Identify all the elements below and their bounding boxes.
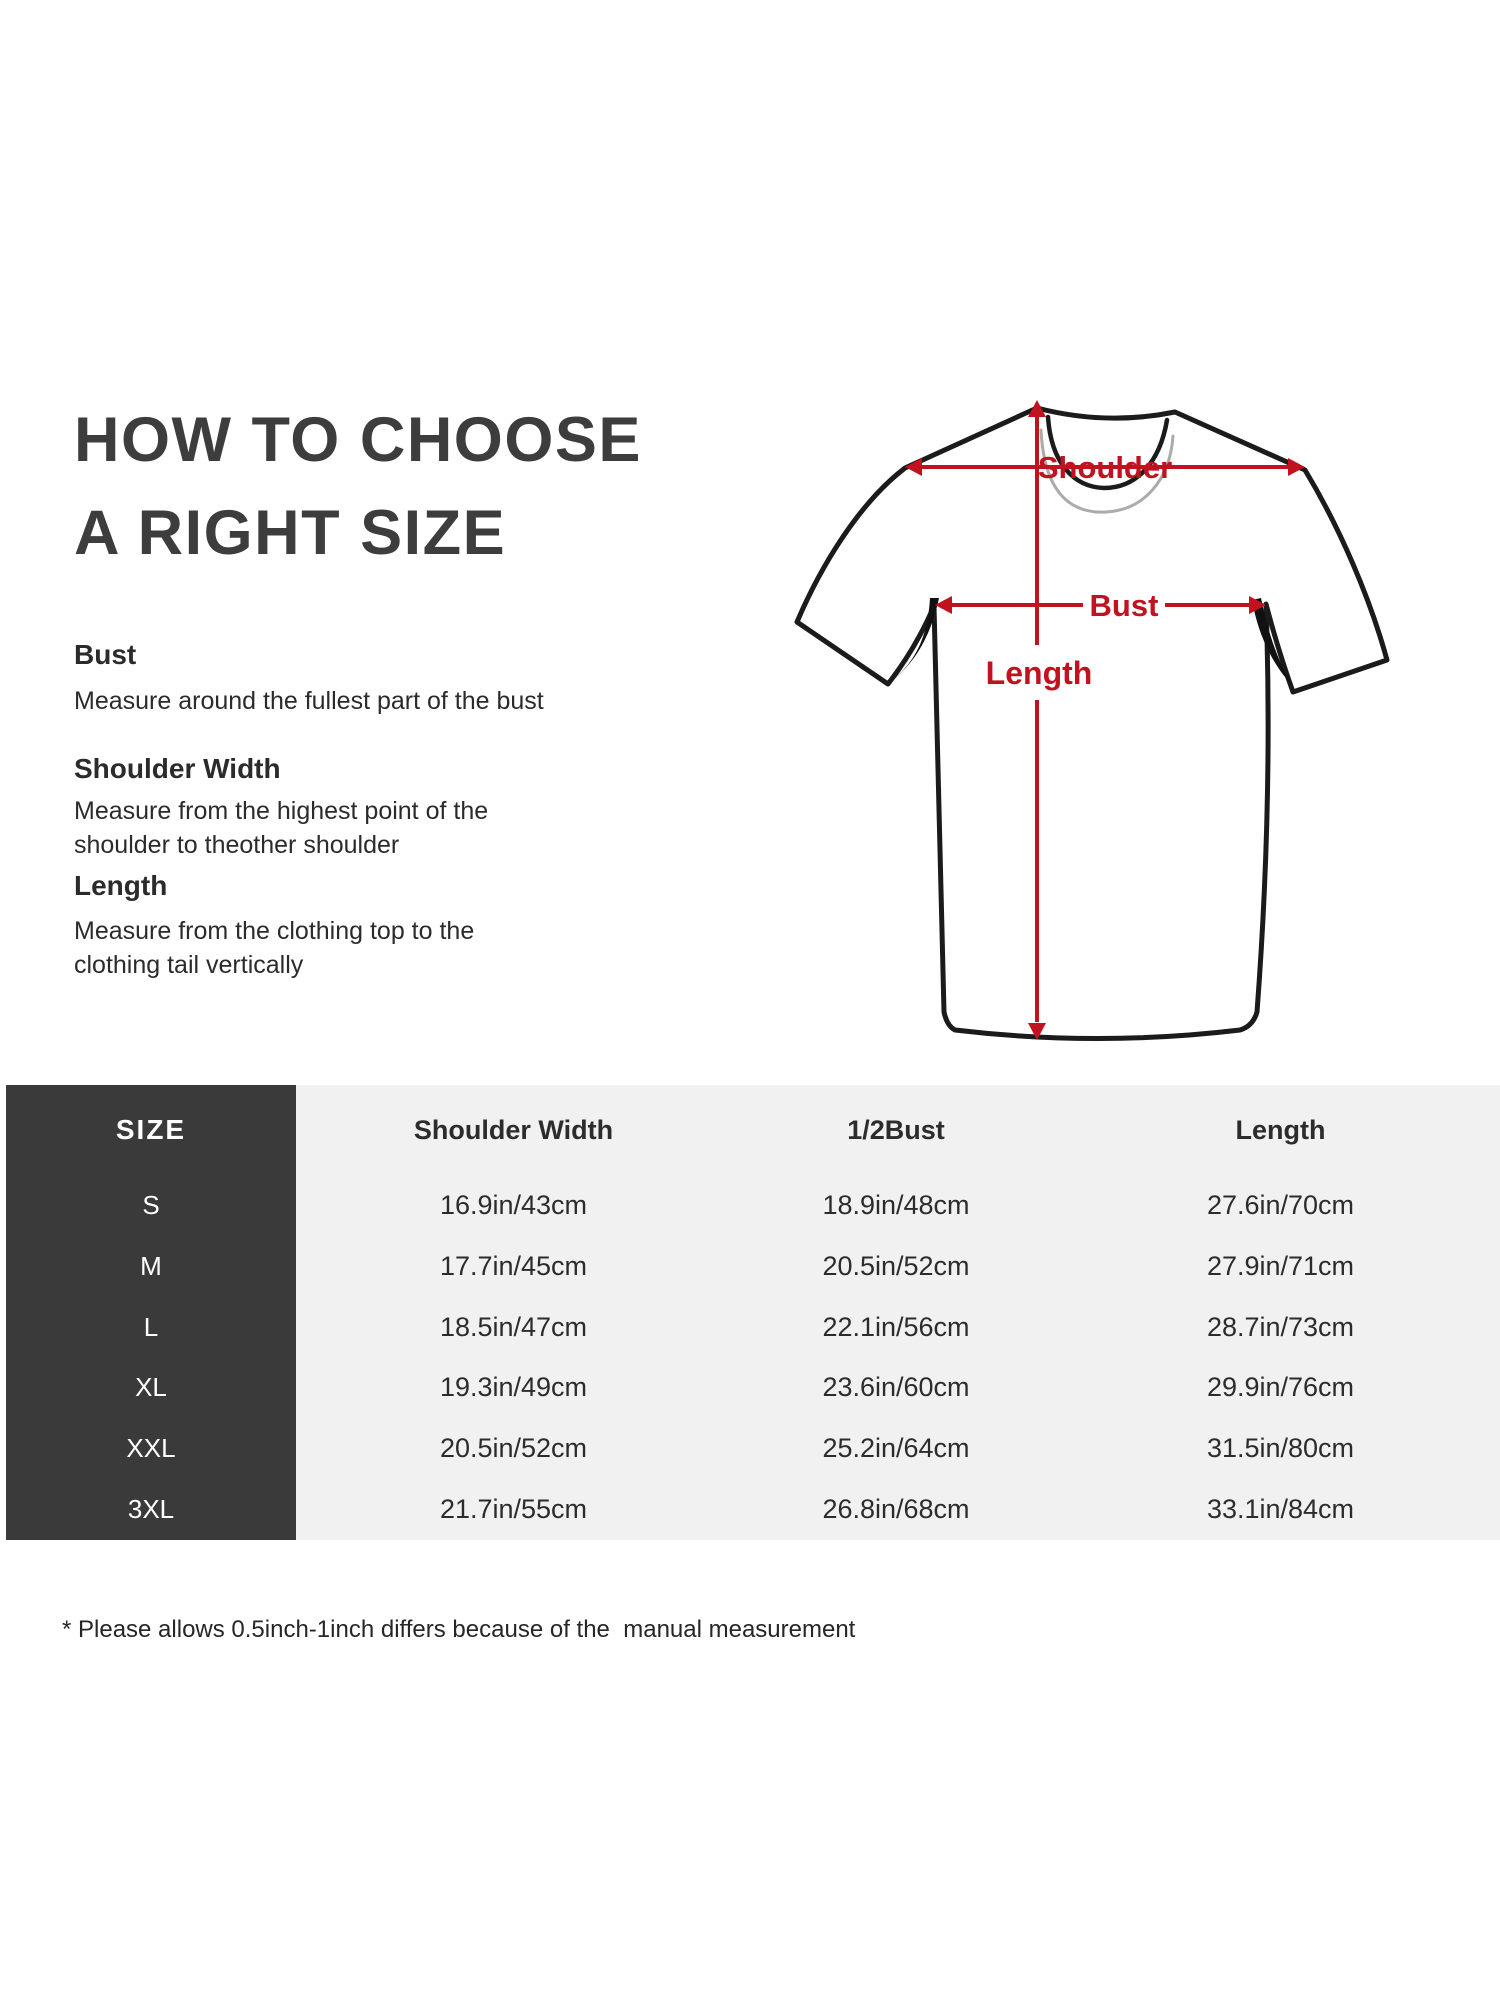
left-armpit-shade	[889, 598, 939, 683]
size-label-xxl: XXL	[126, 1433, 176, 1464]
column-header-shoulder-width: Shoulder Width	[413, 1114, 614, 1145]
size-label-xl: XL	[135, 1372, 167, 1403]
page-title-line2: A RIGHT SIZE	[74, 498, 507, 568]
cell-m-bust: 20.5in/52cm	[822, 1250, 970, 1281]
bust-description-line1: Measure around the fullest part of the b…	[74, 687, 544, 715]
length-heading: Length	[74, 870, 168, 901]
shoulder-arrowhead-right	[1288, 458, 1305, 476]
bust-description: Measure around the fullest part of the b…	[74, 684, 544, 718]
cell-xxl-shoulder: 20.5in/52cm	[439, 1433, 588, 1464]
size-label-l: L	[143, 1311, 159, 1342]
bust-arrowhead-left	[935, 596, 952, 614]
cell-xxl-length: 31.5in/80cm	[1206, 1433, 1355, 1464]
collar-inner-line	[1045, 414, 1170, 491]
bust-arrow	[935, 596, 1266, 614]
shoulder-arrow	[905, 458, 1305, 476]
column-header-half-bust: 1/2Bust	[847, 1114, 945, 1145]
length-arrowhead-bottom	[1028, 1023, 1046, 1040]
shoulder-label: Shoulder	[1038, 450, 1172, 485]
cell-3xl-bust: 26.8in/68cm	[822, 1494, 970, 1525]
cell-xxl-bust: 25.2in/64cm	[822, 1433, 970, 1464]
shoulder-width-description-line1: Measure from the highest point of the	[74, 797, 489, 825]
page-title: HOW TO CHOOSE A RIGHT SIZE	[74, 394, 642, 580]
cell-m-shoulder: 17.7in/45cm	[439, 1250, 588, 1281]
cell-l-length: 28.7in/73cm	[1206, 1311, 1355, 1342]
length-label: Length	[986, 655, 1093, 691]
size-column: SIZE S M L XL XXL 3XL	[6, 1085, 296, 1540]
cell-s-bust: 18.9in/48cm	[822, 1189, 970, 1220]
bust-heading: Bust	[74, 639, 137, 670]
shoulder-width-description: Measure from the highest point of the sh…	[74, 794, 488, 862]
cell-s-shoulder: 16.9in/43cm	[439, 1189, 588, 1220]
size-label-m: M	[140, 1250, 162, 1281]
length-description-line2: clothing tail vertically	[74, 951, 304, 979]
cell-l-shoulder: 18.5in/47cm	[439, 1311, 588, 1342]
collar-shadow-line	[1039, 428, 1175, 514]
size-label-3xl: 3XL	[127, 1494, 175, 1525]
shoulder-width-description-line2: shoulder to theother shoulder	[74, 831, 400, 859]
bust-arrowhead-right	[1249, 596, 1266, 614]
size-table-data: Shoulder Width 1/2Bust Length 16.9in/43c…	[296, 1085, 1500, 1540]
measurement-disclaimer: * Please allows 0.5inch-1inch differs be…	[62, 1616, 856, 1643]
cell-3xl-shoulder: 21.7in/55cm	[439, 1494, 588, 1525]
shoulder-width-heading: Shoulder Width	[74, 753, 281, 784]
length-line	[1028, 400, 1046, 1040]
length-description-line1: Measure from the clothing top to the	[74, 917, 475, 945]
column-header-length: Length	[1235, 1114, 1326, 1145]
cell-xl-shoulder: 19.3in/49cm	[439, 1372, 588, 1403]
cell-xl-bust: 23.6in/60cm	[822, 1372, 970, 1403]
bust-label: Bust	[1090, 588, 1159, 623]
length-arrowhead-top	[1028, 400, 1046, 417]
cell-3xl-length: 33.1in/84cm	[1206, 1494, 1355, 1525]
right-armpit-shade	[1252, 598, 1292, 685]
tshirt-outline	[794, 405, 1390, 1041]
size-table: SIZE S M L XL XXL 3XL Shoulder Width 1/2…	[0, 1085, 1500, 1540]
size-column-header: SIZE	[115, 1114, 187, 1145]
length-description: Measure from the clothing top to the clo…	[74, 914, 474, 982]
cell-xl-length: 29.9in/76cm	[1206, 1372, 1355, 1403]
cell-s-length: 27.6in/70cm	[1206, 1189, 1355, 1220]
cell-m-length: 27.9in/71cm	[1206, 1250, 1355, 1281]
shoulder-arrowhead-left	[905, 458, 922, 476]
page-title-line1: HOW TO CHOOSE	[74, 405, 642, 475]
cell-l-bust: 22.1in/56cm	[822, 1311, 970, 1342]
size-label-s: S	[142, 1189, 160, 1220]
